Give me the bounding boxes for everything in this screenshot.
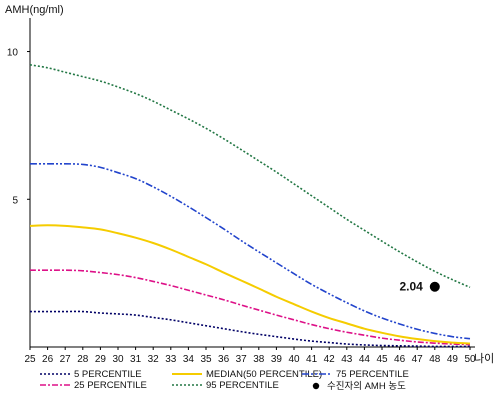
x-tick-label: 28: [77, 354, 89, 365]
legend: 5 PERCENTILE MEDIAN(50 PERCENTILE) 75 PERC…: [40, 369, 409, 392]
x-tick-label: 49: [447, 354, 459, 365]
legend-label: 수진자의 AMH 농도: [327, 381, 406, 392]
series-line-5: [29, 64, 471, 289]
x-tick-label: 41: [306, 354, 318, 365]
y-tick-label: 5: [12, 195, 18, 206]
series-line-3: [29, 224, 471, 345]
x-tick-label: 38: [253, 354, 265, 365]
x-tick-label: 25: [24, 354, 36, 365]
x-tick-label: 30: [112, 354, 124, 365]
legend-label: MEDIAN(50 PERCENTILE): [206, 369, 322, 380]
legend-highlight-marker: [312, 382, 320, 390]
series-line-4: [30, 162, 471, 340]
highlight-point: [429, 281, 440, 292]
x-tick-label: 44: [359, 354, 371, 365]
x-tick-label: 48: [429, 354, 441, 365]
x-tick-label: 46: [394, 354, 406, 365]
x-tick-label: 31: [130, 354, 142, 365]
legend-label: 75 PERCENTILE: [336, 369, 409, 380]
legend-label: 95 PERCENTILE: [206, 380, 279, 391]
x-axis-title: 나이: [474, 352, 494, 365]
x-tick-label: 45: [376, 354, 388, 365]
x-tick-label: 27: [60, 354, 72, 365]
highlight-value-label: 2.04: [399, 280, 423, 294]
y-axis-title: AMH(ng/ml): [5, 4, 64, 16]
x-tick-label: 32: [148, 354, 160, 365]
x-tick-label: 39: [271, 354, 283, 365]
y-tick-label: 10: [7, 48, 19, 59]
x-tick-label: 42: [324, 354, 336, 365]
series-line-1: [30, 310, 470, 348]
x-tick-label: 36: [218, 354, 230, 365]
x-tick-label: 43: [341, 354, 353, 365]
legend-label: 25 PERCENTILE: [74, 380, 147, 391]
highlight-point-group: 2.04: [399, 280, 440, 294]
x-tick-label: 34: [183, 354, 195, 365]
x-tick-label: 29: [95, 354, 107, 365]
series-lines: [29, 64, 471, 348]
x-tick-label: 47: [412, 354, 424, 365]
tick-labels: 25 26 27 28 29 30 31 32 33 34 35 36 37 38 39 40 41 42 43 44…: [7, 48, 476, 365]
x-tick-label: 35: [200, 354, 212, 365]
axes: AMH(ng/ml) 나이: [5, 4, 494, 365]
legend-label: 5 PERCENTILE: [74, 369, 142, 380]
x-tick-label: 50: [464, 354, 476, 365]
series-line-2: [29, 269, 471, 346]
x-tick-label: 40: [288, 354, 300, 365]
x-tick-label: 33: [165, 354, 177, 365]
x-tick-label: 26: [42, 354, 54, 365]
x-tick-label: 37: [236, 354, 248, 365]
